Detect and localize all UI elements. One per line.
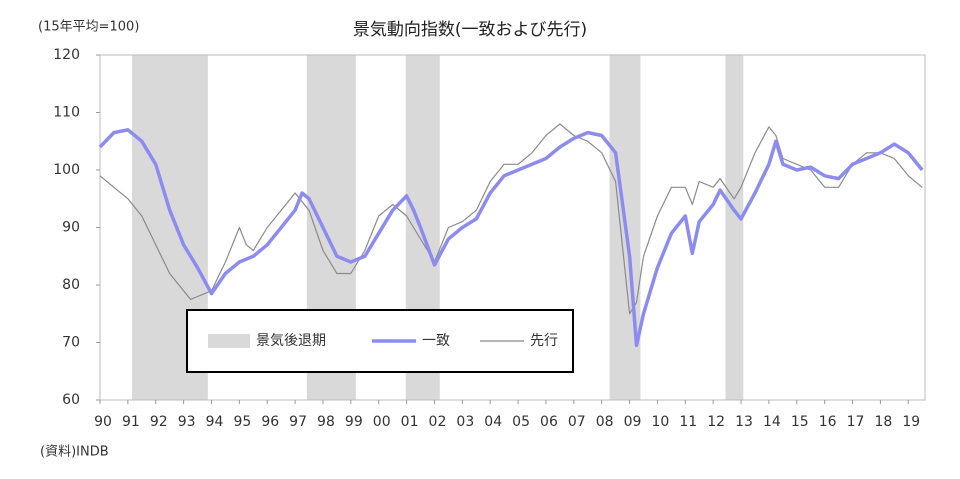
unit-note: (15年平均=100) xyxy=(38,20,139,35)
plot-area xyxy=(96,54,926,404)
x-tick-label: 18 xyxy=(874,414,892,430)
x-tick-label: 03 xyxy=(456,414,474,430)
recession-band xyxy=(725,55,744,400)
x-tick-label: 98 xyxy=(317,414,335,430)
y-tick-label: 90 xyxy=(62,220,80,236)
x-tick-label: 08 xyxy=(596,414,614,430)
series-line xyxy=(99,123,923,315)
x-tick-label: 93 xyxy=(178,414,196,430)
y-tick-label: 80 xyxy=(62,277,80,293)
chart-title: 景気動向指数(一致および先行) xyxy=(353,20,587,40)
x-tick-label: 95 xyxy=(233,414,251,430)
y-tick-label: 120 xyxy=(53,47,80,63)
x-tick-label: 13 xyxy=(735,414,753,430)
x-tick-label: 19 xyxy=(902,414,920,430)
legend-label: 先行 xyxy=(530,333,558,349)
x-tick-label: 16 xyxy=(819,414,837,430)
x-tick-label: 17 xyxy=(847,414,865,430)
x-tick-label: 15 xyxy=(791,414,809,430)
x-tick-label: 07 xyxy=(568,414,586,430)
x-tick-label: 04 xyxy=(484,414,502,430)
x-tick-label: 99 xyxy=(345,414,363,430)
x-tick-label: 91 xyxy=(122,414,140,430)
x-tick-label: 14 xyxy=(763,414,781,430)
y-tick-label: 70 xyxy=(62,335,80,351)
y-tick-label: 110 xyxy=(53,105,80,121)
legend-label: 景気後退期 xyxy=(256,333,326,349)
x-tick-label: 05 xyxy=(512,414,530,430)
x-tick-label: 11 xyxy=(679,414,697,430)
x-tick-label: 10 xyxy=(652,414,670,430)
x-tick-label: 90 xyxy=(94,414,112,430)
source-note: (資料)INDB xyxy=(40,445,109,460)
x-tick-label: 96 xyxy=(261,414,279,430)
x-tick-label: 01 xyxy=(401,414,419,430)
x-tick-label: 12 xyxy=(707,414,725,430)
x-tick-label: 97 xyxy=(289,414,307,430)
series-line xyxy=(98,128,924,348)
x-tick-label: 92 xyxy=(150,414,168,430)
x-tick-label: 06 xyxy=(540,414,558,430)
x-tick-label: 09 xyxy=(624,414,642,430)
x-tick-label: 94 xyxy=(206,414,224,430)
x-tick-label: 02 xyxy=(429,414,447,430)
legend-label: 一致 xyxy=(422,333,450,349)
y-tick-label: 100 xyxy=(53,162,80,178)
legend-swatch xyxy=(208,334,250,348)
x-tick-label: 00 xyxy=(373,414,391,430)
y-tick-label: 60 xyxy=(62,392,80,408)
